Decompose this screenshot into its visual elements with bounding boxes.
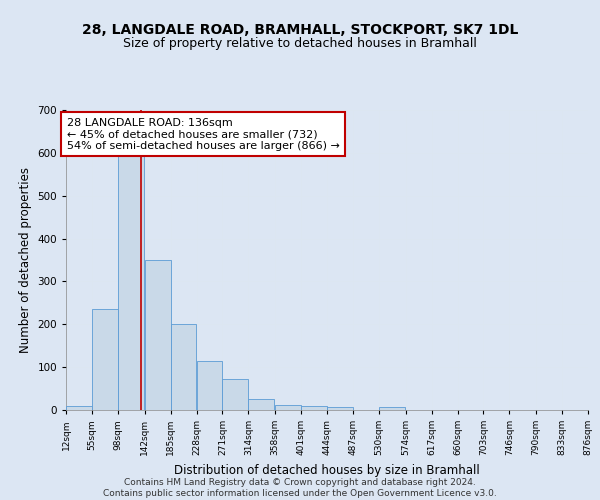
- Bar: [170, 324, 196, 410]
- Y-axis label: Number of detached properties: Number of detached properties: [19, 167, 32, 353]
- Bar: [223, 379, 248, 410]
- Text: 28, LANGDALE ROAD, BRAMHALL, STOCKPORT, SK7 1DL: 28, LANGDALE ROAD, BRAMHALL, STOCKPORT, …: [82, 22, 518, 36]
- Bar: [145, 260, 170, 410]
- Bar: [275, 405, 301, 410]
- Bar: [379, 407, 405, 410]
- Bar: [118, 136, 144, 410]
- Text: Contains HM Land Registry data © Crown copyright and database right 2024.
Contai: Contains HM Land Registry data © Crown c…: [103, 478, 497, 498]
- Text: 28 LANGDALE ROAD: 136sqm
← 45% of detached houses are smaller (732)
54% of semi-: 28 LANGDALE ROAD: 136sqm ← 45% of detach…: [67, 118, 340, 150]
- X-axis label: Distribution of detached houses by size in Bramhall: Distribution of detached houses by size …: [174, 464, 480, 476]
- Bar: [327, 407, 353, 410]
- Text: Size of property relative to detached houses in Bramhall: Size of property relative to detached ho…: [123, 38, 477, 51]
- Bar: [301, 406, 327, 410]
- Bar: [248, 400, 274, 410]
- Bar: [92, 310, 118, 410]
- Bar: [66, 406, 92, 410]
- Bar: [197, 360, 223, 410]
